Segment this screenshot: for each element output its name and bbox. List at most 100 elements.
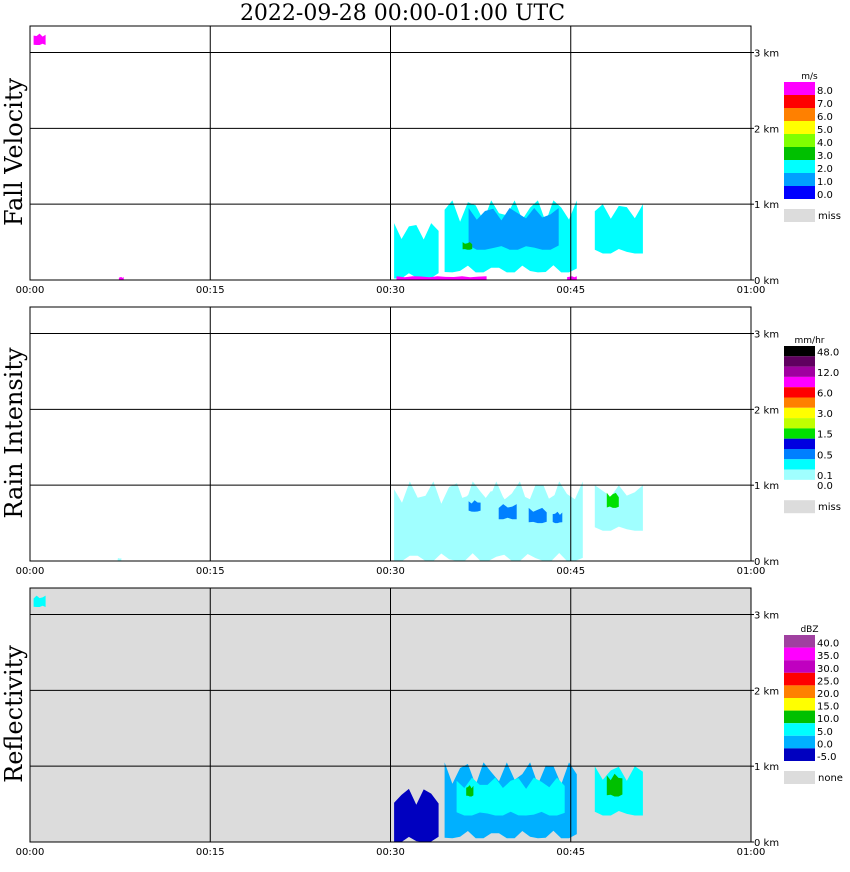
scale-value-label: -5.0 [817,752,837,763]
x-tick-label: 00:15 [196,847,225,858]
scale-value-label: 0.0 [817,739,833,750]
precip-cell [118,277,124,280]
y-tick-label: 2 km [754,124,779,135]
precip-cell [466,785,474,797]
y-tick-label: 0 km [754,838,779,849]
scale-swatch [784,748,815,761]
precip-cell [117,558,122,561]
y-tick-label: 3 km [754,611,779,622]
scale-swatch [784,685,815,698]
scale-swatch [784,407,815,419]
scale-value-label: 4.0 [817,138,833,149]
x-tick-label: 00:45 [556,285,585,296]
y-tick-label: 2 km [754,686,779,697]
scale-value-label: 30.0 [817,664,839,675]
x-tick-label: 00:30 [376,566,405,577]
scale-value-label: 3.0 [817,151,833,162]
scale-swatch [784,647,815,661]
scale-swatch [784,459,815,470]
scale-value-label: 7.0 [817,99,833,110]
scale-swatch [784,366,815,377]
y-tick-label: 3 km [754,49,779,60]
precip-cell [33,33,46,45]
scale-swatch [784,449,815,460]
scale-value-label: 5.0 [817,727,833,738]
scale-swatch [784,82,815,95]
x-tick-label: 00:15 [196,285,225,296]
x-tick-label: 00:15 [196,566,225,577]
y-tick-label: 3 km [754,330,779,341]
scale-swatch [784,672,815,686]
scale-value-label: 12.0 [817,368,839,379]
scale-missing-label: miss [818,502,841,513]
scale-swatch [784,121,815,134]
x-tick-label: 00:45 [556,847,585,858]
rain-intensity-plot: 00:00 00:15 00:30 00:45 01:000 km 1 km 2 km 3 k… [16,306,841,577]
scale-value-label: 40.0 [817,639,839,650]
scale-value-label: 48.0 [817,347,839,358]
scale-swatch [784,397,815,408]
x-tick-label: 01:00 [737,285,766,296]
scale-value-label: 10.0 [817,714,839,725]
scale-swatch [784,376,815,388]
scale-swatch [784,428,815,439]
scale-swatch [784,469,815,480]
scale-swatch [784,134,815,147]
scale-value-label: 0.0 [817,190,833,201]
y-tick-label: 1 km [754,481,779,492]
precip-cell [468,500,481,512]
x-tick-label: 01:00 [737,566,766,577]
scale-value-label: 2.0 [817,164,833,175]
scale-value-label: 5.0 [817,125,833,136]
scale-missing-label: miss [818,211,841,222]
scale-unit-label: mm/hr [795,336,825,346]
precip-cell [33,595,46,607]
precip-cell [594,204,643,254]
precip-cell [594,485,643,531]
precip-cell [606,773,623,797]
scale-swatch [784,173,815,186]
x-tick-label: 00:00 [16,847,45,858]
plot-frame [29,25,752,281]
scale-missing-swatch [784,500,815,514]
scale-value-label: 6.0 [817,389,833,400]
y-tick-label: 0 km [754,276,779,287]
scale-unit-label: m/s [801,72,818,82]
y-tick-label: 1 km [754,762,779,773]
scale-value-label: 25.0 [817,676,839,687]
panel-rain-intensity: Rain Intensity 00:00 00:15 00:30 00:45 01:00… [0,301,850,591]
precip-cell [456,777,565,816]
x-tick-label: 01:00 [737,847,766,858]
scale-swatch [784,735,815,749]
scale-value-label: 15.0 [817,702,839,713]
scale-swatch [784,438,815,449]
precip-cell [552,511,563,524]
precip-cell [567,276,577,280]
precip-cell [396,276,487,280]
precip-cell [498,504,517,520]
scale-swatch [784,635,815,648]
x-tick-label: 00:30 [376,847,405,858]
reflectivity-plot: 00:00 00:15 00:30 00:45 01:000 km 1 km 2 km 3 k… [16,587,843,858]
scale-swatch [784,147,815,160]
scale-value-label: 0.0 [817,481,833,492]
scale-value-label: 1.5 [817,430,833,441]
y-tick-label: 1 km [754,200,779,211]
scale-swatch [784,660,815,673]
scale-swatch [784,95,815,108]
scale-swatch [784,710,815,724]
x-tick-label: 00:45 [556,566,585,577]
precip-cell [394,223,439,279]
scale-swatch [784,356,815,367]
scale-swatch [784,346,815,357]
precip-cell [528,507,547,524]
panel-reflectivity: Reflectivity 00:00 00:15 00:30 00:45 01:00 0 … [0,582,850,872]
scale-swatch [784,387,815,398]
scale-value-label: 8.0 [817,86,833,97]
x-tick-label: 00:30 [376,285,405,296]
scale-swatch [784,418,815,429]
scale-unit-label: dBZ [800,625,818,635]
scale-swatch [784,108,815,121]
x-tick-label: 00:00 [16,285,45,296]
y-tick-label: 0 km [754,557,779,568]
